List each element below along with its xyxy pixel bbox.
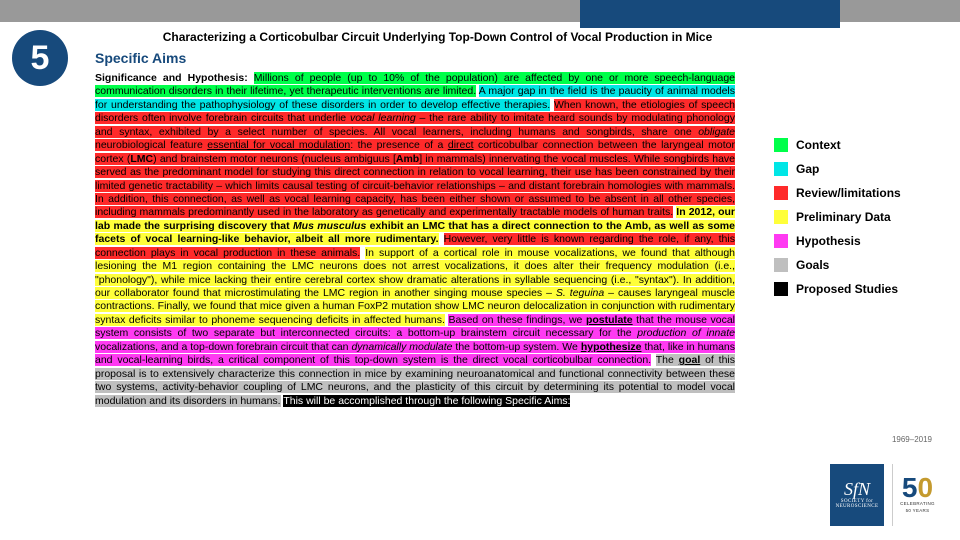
fifty-caption-1: CELEBRATING (900, 501, 935, 506)
legend-label-studies: Proposed Studies (796, 282, 898, 296)
seg-review-1: When known, the etiologies of speech dis… (95, 99, 735, 219)
specific-aims-label: Specific Aims (95, 50, 780, 66)
legend-label-hypo: Hypothesis (796, 234, 861, 248)
swatch-review (774, 186, 788, 200)
seg-proposed-studies: This will be accomplished through the fo… (283, 395, 570, 407)
legend-row-goals: Goals (774, 258, 944, 272)
swatch-gap (774, 162, 788, 176)
legend-row-studies: Proposed Studies (774, 282, 944, 296)
legend-label-context: Context (796, 138, 841, 152)
sfn-logo: SfN SOCIETY for NEUROSCIENCE (830, 464, 884, 526)
topbar-accent (580, 0, 840, 28)
legend-row-gap: Gap (774, 162, 944, 176)
fifty-number: 50 (902, 477, 933, 499)
legend-row-hypo: Hypothesis (774, 234, 944, 248)
slide-number-badge: 5 (12, 30, 68, 86)
legend-row-context: Context (774, 138, 944, 152)
legend: Context Gap Review/limitations Prelimina… (774, 138, 944, 306)
document-body: Significance and Hypothesis: Millions of… (95, 72, 735, 408)
legend-row-review: Review/limitations (774, 186, 944, 200)
heading-row: Characterizing a Corticobulbar Circuit U… (95, 30, 780, 66)
body-lead: Significance and Hypothesis: (95, 72, 248, 84)
legend-label-gap: Gap (796, 162, 819, 176)
swatch-studies (774, 282, 788, 296)
document-title: Characterizing a Corticobulbar Circuit U… (95, 30, 780, 44)
date-range: 1969–2019 (892, 435, 932, 444)
swatch-context (774, 138, 788, 152)
swatch-prelim (774, 210, 788, 224)
footer-logos: SfN SOCIETY for NEUROSCIENCE 50 CELEBRAT… (830, 464, 942, 526)
sfn-caption-2: NEUROSCIENCE (836, 504, 879, 509)
swatch-hypo (774, 234, 788, 248)
slide-number: 5 (31, 39, 50, 78)
slide: 5 Characterizing a Corticobulbar Circuit… (0, 0, 960, 540)
sfn-letters: SfN (844, 481, 870, 497)
legend-label-prelim: Preliminary Data (796, 210, 891, 224)
legend-label-review: Review/limitations (796, 186, 901, 200)
swatch-goals (774, 258, 788, 272)
fifty-caption-2: 50 YEARS (906, 508, 930, 513)
legend-row-prelim: Preliminary Data (774, 210, 944, 224)
fifty-years-logo: 50 CELEBRATING 50 YEARS (892, 464, 942, 526)
legend-label-goals: Goals (796, 258, 829, 272)
